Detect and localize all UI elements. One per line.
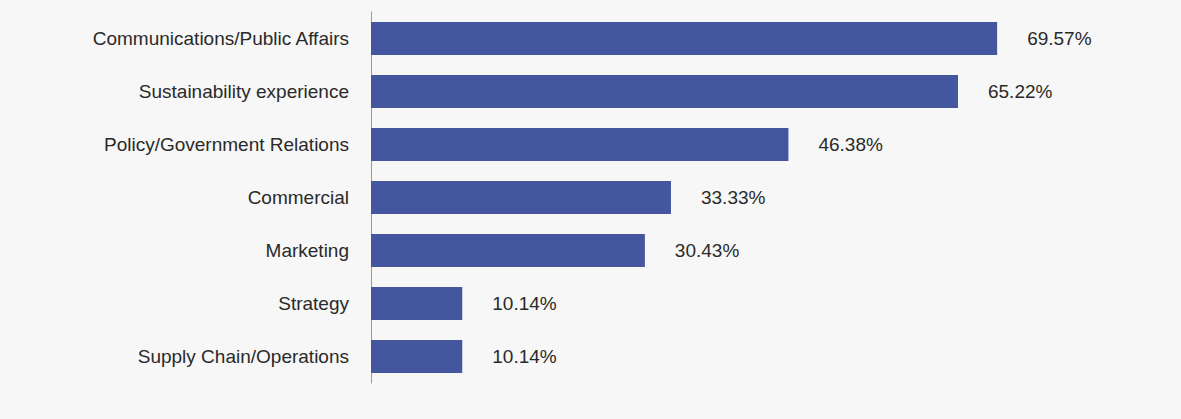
svg-text:Commercial: Commercial	[248, 187, 349, 208]
svg-text:65.22%: 65.22%	[988, 81, 1053, 102]
svg-text:69.57%: 69.57%	[1027, 28, 1092, 49]
svg-text:Policy/Government Relations: Policy/Government Relations	[104, 134, 349, 155]
svg-text:Marketing: Marketing	[266, 240, 349, 261]
svg-text:Sustainability experience: Sustainability experience	[139, 81, 349, 102]
svg-text:33.33%: 33.33%	[701, 187, 766, 208]
svg-text:Communications/Public Affairs: Communications/Public Affairs	[93, 28, 349, 49]
svg-text:46.38%: 46.38%	[818, 134, 883, 155]
svg-text:30.43%: 30.43%	[675, 240, 740, 261]
svg-text:Strategy: Strategy	[278, 293, 349, 314]
svg-text:Supply Chain/Operations: Supply Chain/Operations	[138, 346, 349, 367]
svg-text:10.14%: 10.14%	[492, 346, 557, 367]
svg-text:10.14%: 10.14%	[492, 293, 557, 314]
